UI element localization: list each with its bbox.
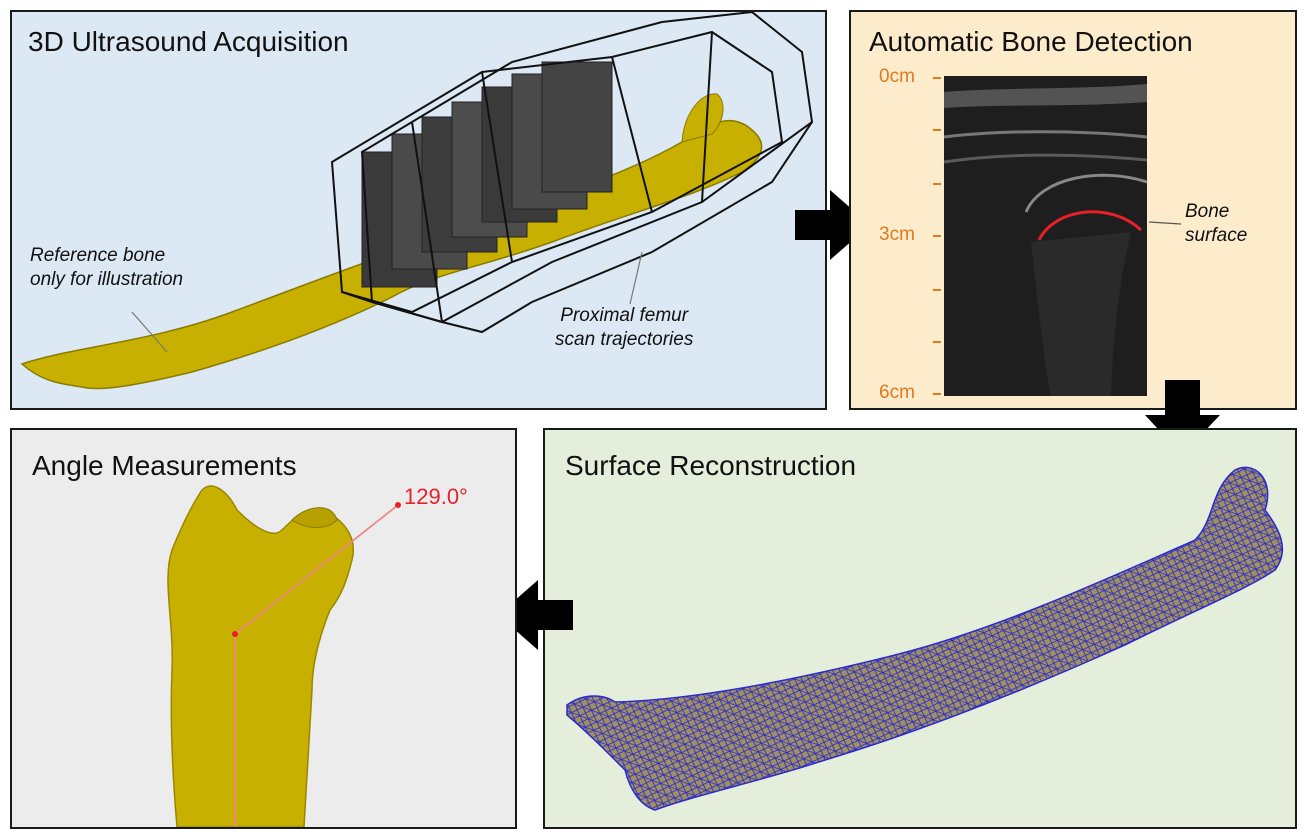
reference-bone-note-line1: Reference bone	[30, 245, 166, 266]
detected-bone-curve	[1037, 210, 1143, 241]
reconstruction-title: Surface Reconstruction	[565, 450, 857, 481]
scan-trajectories-note-line2: scan trajectories	[555, 329, 694, 350]
detection-title: Automatic Bone Detection	[869, 26, 1193, 57]
angle-end-point	[395, 502, 401, 508]
acquisition-illustration	[20, 12, 814, 390]
arrow-down-icon	[1145, 380, 1220, 455]
arrow-left-icon	[498, 580, 573, 650]
detection-panel: Automatic Bone Detection 0cm 3cm 6cm Bon…	[849, 10, 1297, 410]
angle-title: Angle Measurements	[32, 450, 297, 481]
ultrasound-image	[933, 76, 1182, 396]
arrow-right-icon	[795, 190, 870, 260]
bone-surface-note-line1: Bone	[1185, 201, 1230, 222]
scan-trajectories-note-line1: Proximal femur	[560, 305, 689, 326]
depth-label-top: 0cm	[879, 66, 915, 87]
angle-vertex	[232, 631, 238, 637]
depth-label-bottom: 6cm	[879, 382, 915, 403]
depth-label-mid: 3cm	[879, 224, 915, 245]
angle-panel: Angle Measurements 129.0°	[10, 428, 517, 829]
reconstruction-panel: Surface Reconstruction	[543, 428, 1297, 829]
femur-model	[167, 485, 401, 827]
reference-bone-note-line2: only for illustration	[30, 269, 184, 290]
ultrasound-slices	[361, 61, 613, 288]
depth-ruler	[933, 77, 941, 395]
scan-trajectory-wireframes	[330, 12, 814, 334]
scan-trajectories-note: Proximal femur scan trajectories	[555, 304, 693, 352]
bone-surface-note: Bone surface	[1185, 200, 1247, 248]
reconstructed-mesh	[566, 466, 1284, 811]
acquisition-panel: 3D Ultrasound Acquisition Reference bone…	[10, 10, 827, 410]
angle-lines	[234, 504, 399, 827]
acquisition-title: 3D Ultrasound Acquisition	[28, 26, 349, 57]
angle-value-label: 129.0°	[404, 484, 468, 509]
reference-bone-note: Reference bone only for illustration	[30, 244, 183, 292]
bone-surface-note-line2: surface	[1185, 225, 1248, 246]
